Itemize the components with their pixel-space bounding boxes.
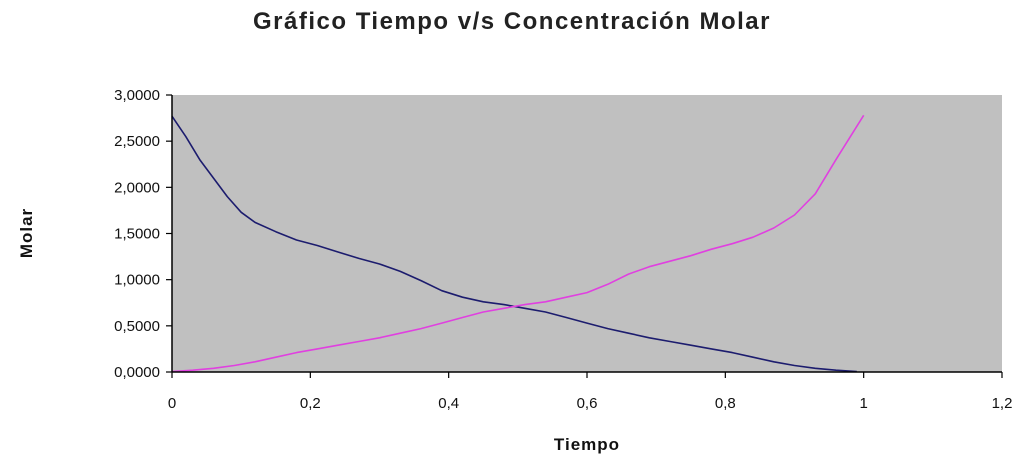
x-tick-label: 1 bbox=[859, 395, 867, 412]
chart-title: Gráfico Tiempo v/s Concentración Molar bbox=[253, 8, 771, 35]
series-line-1 bbox=[171, 115, 857, 373]
plot-area bbox=[172, 95, 1002, 372]
y-axis-title: Molar bbox=[17, 208, 36, 258]
y-tick-label: 3,0000 bbox=[114, 87, 160, 104]
x-tick-label: 0 bbox=[168, 395, 176, 412]
y-tick-label: 1,5000 bbox=[114, 226, 160, 243]
x-tick-label: 0,8 bbox=[715, 395, 736, 412]
y-tick-label: 0,0000 bbox=[114, 364, 160, 381]
x-tick-label: 0,2 bbox=[300, 395, 321, 412]
y-tick-label: 0,5000 bbox=[114, 318, 160, 335]
x-axis-title: Tiempo bbox=[554, 435, 620, 454]
y-tick-label: 2,5000 bbox=[114, 133, 160, 150]
y-tick-label: 2,0000 bbox=[114, 179, 160, 196]
x-tick-label: 0,6 bbox=[577, 395, 598, 412]
series-line-2 bbox=[171, 114, 865, 373]
y-tick-label: 1,0000 bbox=[114, 272, 160, 289]
x-tick-label: 0,4 bbox=[438, 395, 459, 412]
x-tick-label: 1,2 bbox=[992, 395, 1013, 412]
